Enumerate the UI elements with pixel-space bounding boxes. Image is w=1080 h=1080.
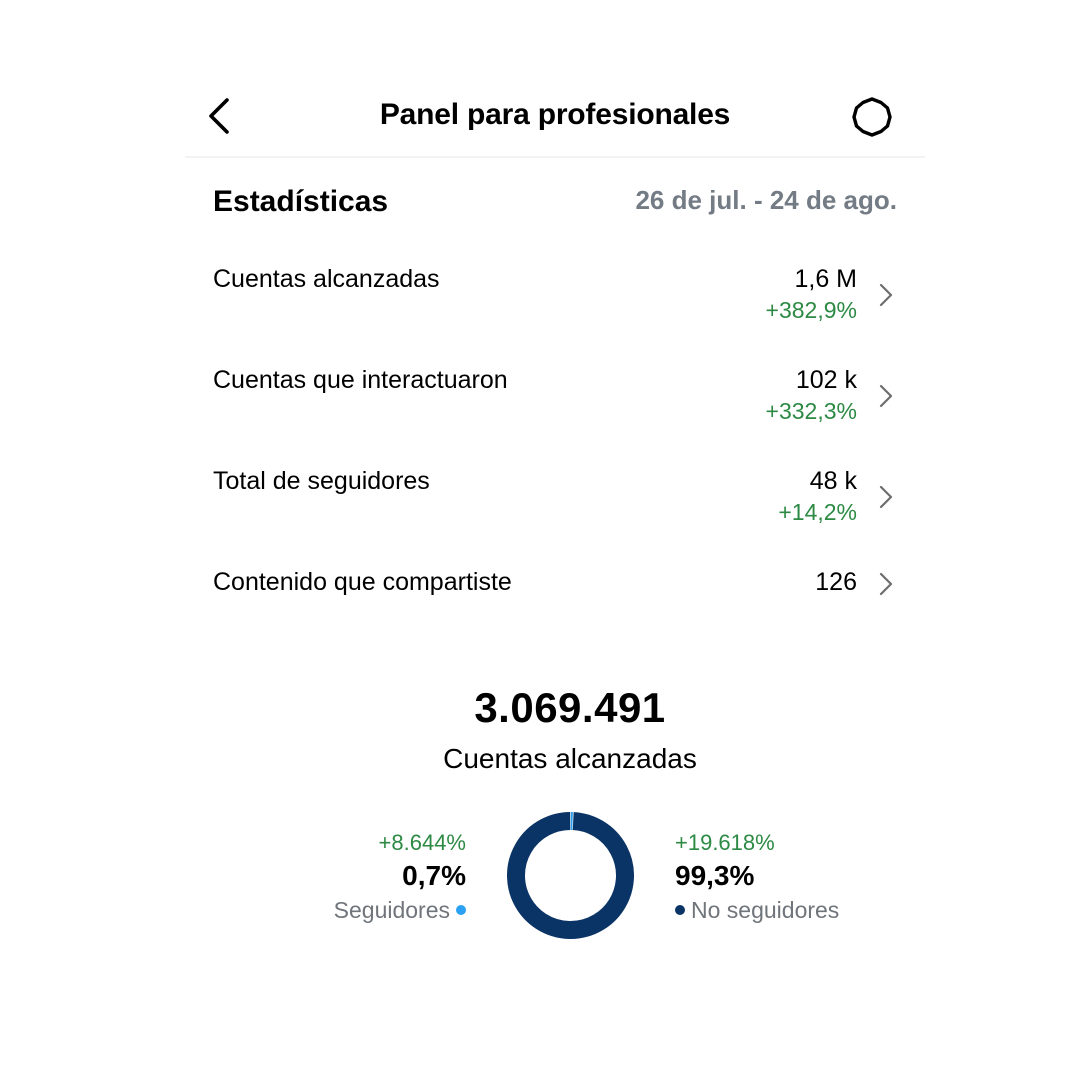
legend-name: Seguidores	[333, 897, 450, 923]
legend-name-row: No seguidores	[675, 894, 839, 926]
legend-name: No seguidores	[691, 897, 840, 923]
row-total-followers[interactable]: Total de seguidores 48 k +14,2%	[213, 464, 897, 565]
legend-percent: 99,3%	[675, 860, 755, 891]
row-delta: +332,3%	[765, 398, 857, 424]
legend-delta: +8.644%	[378, 830, 466, 855]
row-accounts-reached[interactable]: Cuentas alcanzadas 1,6 M +382,9%	[213, 262, 897, 363]
reach-total: 3.069.491	[474, 684, 666, 731]
legend-delta: +19.618%	[675, 830, 775, 855]
chevron-right-icon	[879, 384, 893, 408]
row-value: 48 k	[809, 467, 857, 495]
insights-header: Estadísticas 26 de jul. - 24 de ago.	[213, 183, 897, 223]
gear-icon[interactable]	[851, 96, 893, 138]
page-title: Panel para profesionales	[379, 98, 731, 131]
chevron-right-icon	[879, 485, 893, 509]
reach-label: Cuentas alcanzadas	[443, 743, 697, 774]
non-followers-dot-icon	[675, 904, 685, 915]
insights-list: Cuentas alcanzadas 1,6 M +382,9% Cuentas…	[213, 262, 897, 666]
row-label: Total de seguidores	[213, 467, 430, 495]
row-delta: +14,2%	[778, 499, 857, 525]
row-value: 1,6 M	[794, 265, 857, 293]
row-value: 126	[815, 568, 857, 596]
legend-percent: 0,7%	[402, 860, 466, 891]
row-label: Cuentas alcanzadas	[213, 265, 440, 293]
legend-followers: +8.644% 0,7% Seguidores	[334, 828, 466, 926]
chevron-right-icon	[879, 572, 893, 596]
donut-slice-non-followers	[507, 812, 634, 939]
followers-dot-icon	[456, 904, 466, 915]
legend-non-followers: +19.618% 99,3% No seguidores	[675, 828, 839, 926]
chevron-left-icon[interactable]	[205, 96, 235, 136]
date-range[interactable]: 26 de jul. - 24 de ago.	[635, 185, 897, 215]
legend-name-row: Seguidores	[334, 894, 466, 926]
row-label: Cuentas que interactuaron	[213, 366, 508, 394]
row-delta: +382,9%	[765, 297, 857, 323]
insights-title: Estadísticas	[213, 185, 389, 218]
row-accounts-engaged[interactable]: Cuentas que interactuaron 102 k +332,3%	[213, 363, 897, 464]
row-label: Contenido que compartiste	[213, 568, 512, 596]
top-bar: Panel para profesionales	[185, 70, 925, 158]
row-content-shared[interactable]: Contenido que compartiste 126	[213, 565, 897, 666]
chevron-right-icon	[879, 283, 893, 307]
reach-donut-chart	[507, 812, 634, 939]
row-value: 102 k	[795, 366, 857, 394]
